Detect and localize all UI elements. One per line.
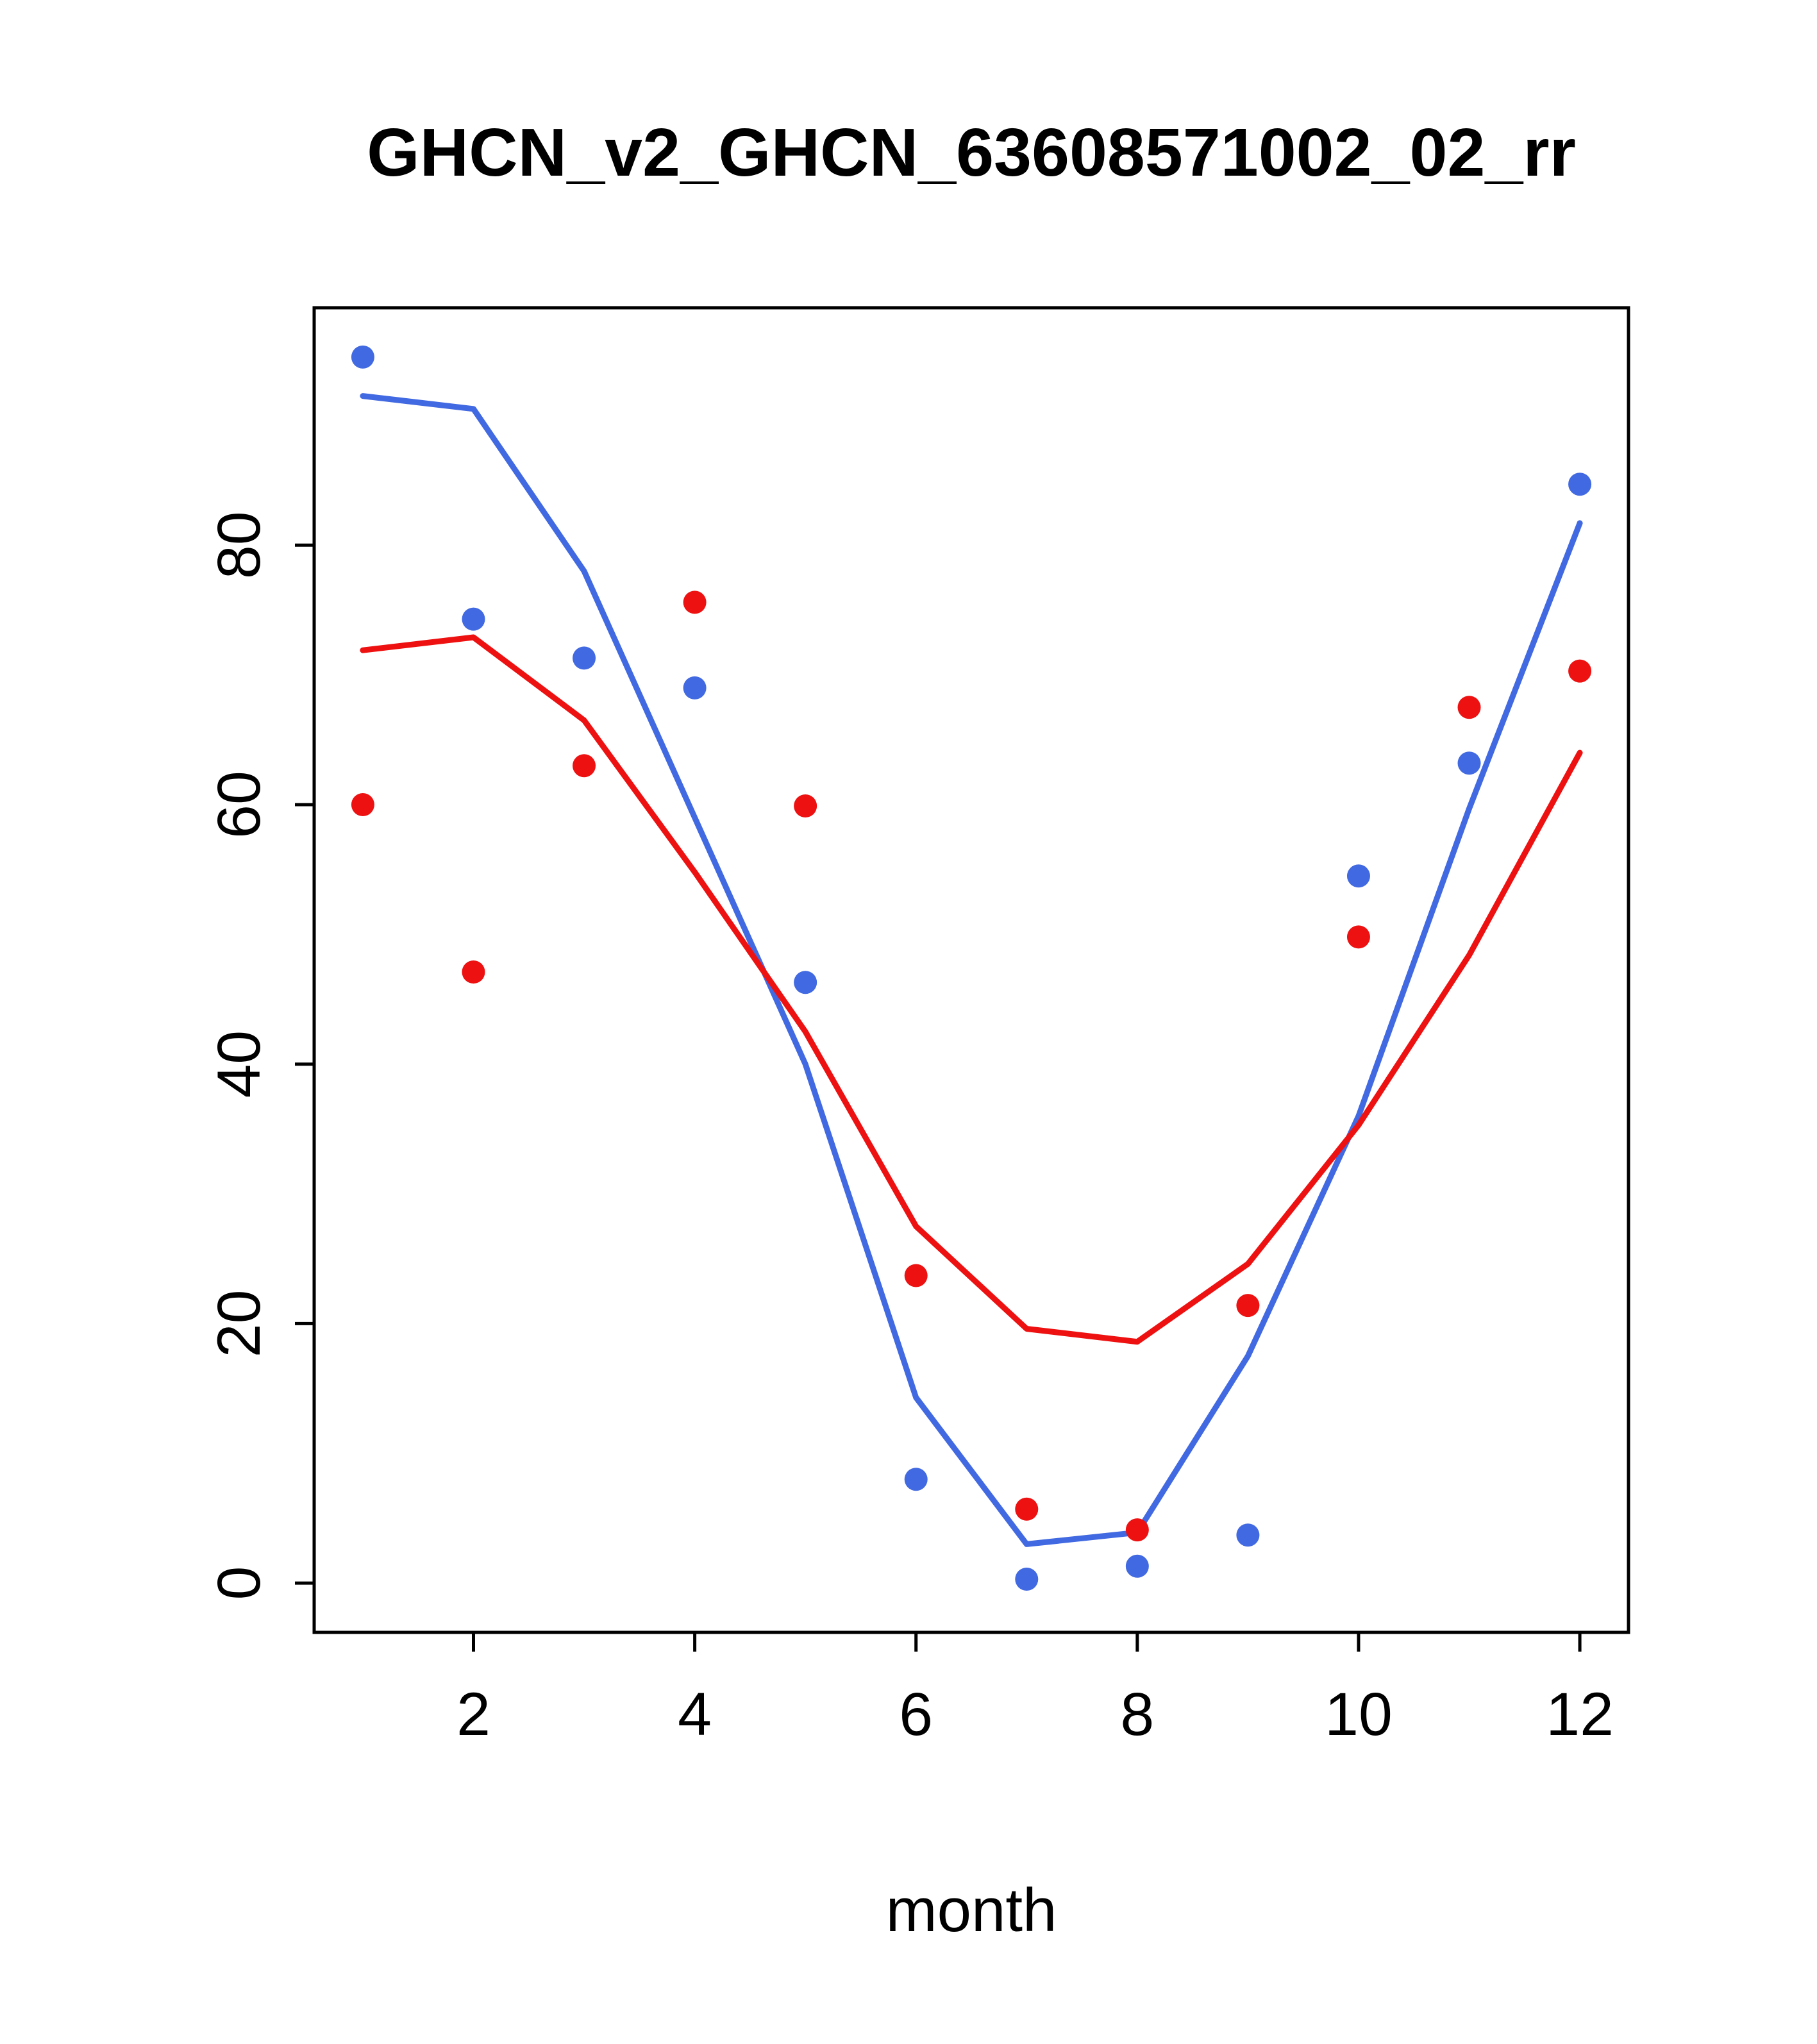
y-tick-label: 0 xyxy=(205,1566,273,1600)
x-tick-label: 6 xyxy=(899,1680,933,1748)
blue-points-marker xyxy=(351,345,374,369)
y-tick-label: 20 xyxy=(205,1290,273,1358)
blue-points-marker xyxy=(794,971,817,994)
red-points-marker xyxy=(573,754,596,778)
x-tick-label: 12 xyxy=(1546,1680,1614,1748)
blue-points-marker xyxy=(1236,1523,1260,1547)
blue-points-marker xyxy=(462,607,485,631)
x-tick-label: 2 xyxy=(456,1680,490,1748)
red-line xyxy=(360,634,1583,1345)
blue-points-marker xyxy=(1346,864,1370,888)
red-points-marker xyxy=(1346,925,1370,949)
blue-line xyxy=(360,393,1583,1547)
blue-points-marker xyxy=(1457,751,1481,775)
red-points-marker xyxy=(1125,1518,1149,1542)
y-tick-label: 60 xyxy=(205,771,273,839)
red-points-marker xyxy=(462,960,485,984)
x-tick-label: 10 xyxy=(1325,1680,1393,1748)
red-points-marker xyxy=(904,1264,928,1287)
blue-points-marker xyxy=(573,646,596,670)
x-tick-label: 4 xyxy=(678,1680,712,1748)
red-points-marker xyxy=(1568,659,1592,683)
red-points-marker xyxy=(1457,696,1481,719)
blue-points-marker xyxy=(1568,473,1592,496)
red-points-marker xyxy=(1015,1497,1039,1521)
x-tick-label: 8 xyxy=(1120,1680,1154,1748)
red-points-marker xyxy=(794,794,817,818)
blue-points-marker xyxy=(1125,1554,1149,1578)
x-axis-label: month xyxy=(885,1876,1057,1945)
chart-title: GHCN_v2_GHCN_63608571002_02_rr xyxy=(367,115,1576,190)
red-points-marker xyxy=(683,591,707,614)
blue-points-marker xyxy=(1015,1568,1039,1591)
blue-points-marker xyxy=(904,1468,928,1491)
blue-points-marker xyxy=(683,676,707,699)
red-points-marker xyxy=(1236,1294,1260,1318)
y-tick-label: 80 xyxy=(205,511,273,579)
y-tick-label: 40 xyxy=(205,1030,273,1098)
plot-border xyxy=(312,306,1630,1634)
red-points-marker xyxy=(351,793,374,817)
